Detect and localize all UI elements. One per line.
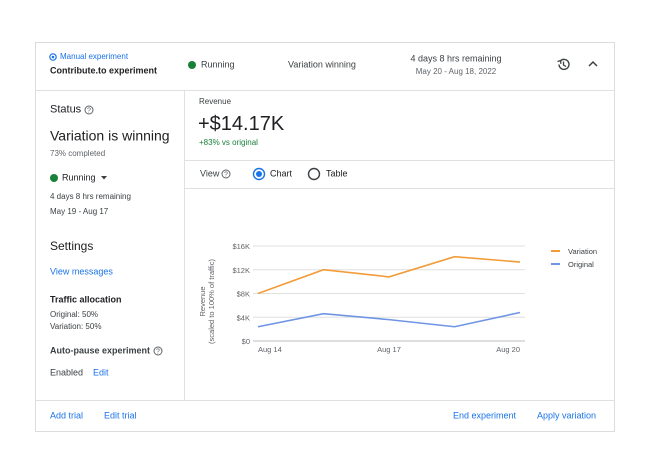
help-icon[interactable]: ? [84, 105, 94, 115]
y-tick-label: $0 [242, 337, 250, 346]
chart: $0 $4K $8K $12K $16K Aug 14 Aug 17 Aug 20 Revenu… [198, 242, 597, 354]
help-icon[interactable]: ? [221, 169, 231, 179]
svg-text:?: ? [156, 349, 160, 356]
status-headline: Variation is winning [50, 127, 170, 144]
settings-heading: Settings [50, 238, 94, 253]
end-experiment-button[interactable]: End experiment [453, 410, 517, 421]
y-tick-label: $4K [237, 313, 250, 322]
y-axis-label: Revenue [198, 286, 207, 316]
svg-text:?: ? [224, 172, 228, 179]
status-dropdown[interactable]: Running [62, 172, 96, 183]
radio-label[interactable]: Chart [270, 168, 293, 179]
y-tick-label: $8K [237, 290, 250, 299]
metric-label: Revenue [199, 97, 232, 107]
collapse-button[interactable] [588, 60, 598, 68]
view-label: View [200, 168, 220, 179]
header-state: Variation winning [288, 59, 356, 70]
series-line [257, 311, 521, 328]
edit-link[interactable]: Edit [93, 367, 109, 378]
status-dot [50, 174, 58, 182]
experiment-card [35, 42, 615, 432]
history-button[interactable] [556, 57, 571, 72]
auto-pause-heading: Auto-pause experiment [50, 345, 151, 356]
header-remaining: 4 days 8 hrs remaining [410, 53, 502, 64]
radio-label[interactable]: Table [326, 168, 348, 179]
y-axis-label: (scaled to 100% of traffic) [207, 259, 216, 344]
traffic-line: Variation: 50% [50, 322, 102, 332]
view-messages-link[interactable]: View messages [50, 266, 113, 277]
dropdown-arrow[interactable] [100, 175, 108, 181]
x-tick-label: Aug 14 [258, 345, 282, 354]
experiment-icon [49, 53, 57, 61]
divider [35, 90, 615, 91]
divider [185, 188, 615, 189]
edit-trial-button[interactable]: Edit trial [104, 410, 137, 421]
experiment-name: Contribute.to experiment [50, 65, 158, 76]
status-heading: Status [50, 103, 82, 116]
experiment-type: Manual experiment [60, 52, 129, 62]
y-tick-label: $16K [232, 242, 250, 251]
metric-value: +$14.17K [198, 113, 285, 135]
status-dot [188, 61, 196, 69]
y-tick-label: $12K [232, 266, 250, 275]
status-dates: May 19 - Aug 17 [50, 207, 109, 217]
legend-label: Original [568, 260, 594, 269]
help-icon[interactable]: ? [153, 346, 163, 356]
add-trial-button[interactable]: Add trial [50, 410, 84, 421]
divider [35, 400, 615, 401]
progress: 73% completed [50, 149, 106, 159]
traffic-line: Original: 50% [50, 310, 99, 320]
divider [185, 160, 615, 161]
svg-text:?: ? [87, 108, 91, 115]
x-tick-label: Aug 20 [496, 345, 520, 354]
radio[interactable] [307, 167, 321, 181]
status-remaining: 4 days 8 hrs remaining [50, 192, 131, 202]
metric-delta: +83% vs original [199, 138, 258, 148]
auto-pause-value: Enabled [50, 367, 84, 378]
series-line [257, 255, 521, 295]
legend-label: Variation [568, 247, 597, 256]
header-dates: May 20 - Aug 18, 2022 [415, 67, 497, 77]
apply-variation-button[interactable]: Apply variation [537, 410, 597, 421]
traffic-heading: Traffic allocation [50, 294, 122, 305]
x-tick-label: Aug 17 [377, 345, 401, 354]
divider [184, 90, 185, 400]
radio-selected[interactable] [252, 167, 266, 181]
header-status: Running [201, 59, 235, 70]
